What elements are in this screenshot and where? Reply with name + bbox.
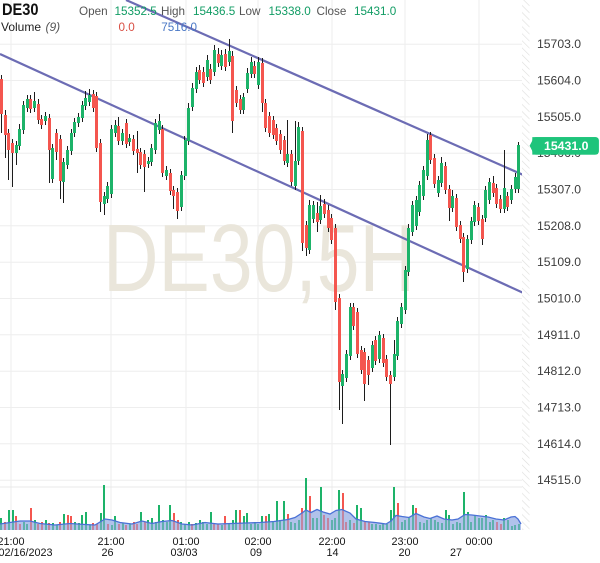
svg-text:20: 20: [398, 547, 410, 558]
svg-text:15436.5: 15436.5: [193, 5, 236, 18]
svg-text:14614.0: 14614.0: [537, 437, 581, 451]
svg-text:14515.0: 14515.0: [537, 473, 581, 487]
svg-text:0.0: 0.0: [119, 21, 136, 34]
svg-text:14911.0: 14911.0: [537, 328, 580, 342]
svg-text:Open: Open: [79, 5, 108, 18]
svg-text:22:00: 22:00: [318, 536, 345, 548]
svg-text:02/16/2023: 02/16/2023: [0, 547, 53, 558]
svg-text:Volume: Volume: [1, 20, 41, 34]
svg-text:(9): (9): [46, 20, 61, 34]
svg-text:15431.0: 15431.0: [544, 139, 589, 153]
svg-text:DE30: DE30: [2, 0, 39, 19]
svg-text:14812.0: 14812.0: [537, 364, 581, 378]
svg-text:00:00: 00:00: [465, 536, 492, 548]
svg-text:15338.0: 15338.0: [269, 5, 312, 18]
svg-text:23:00: 23:00: [391, 536, 418, 548]
svg-text:Close: Close: [317, 5, 347, 18]
svg-text:21:00: 21:00: [0, 536, 25, 548]
svg-text:27: 27: [450, 547, 462, 558]
svg-text:15307.0: 15307.0: [537, 183, 581, 197]
svg-text:02:00: 02:00: [244, 536, 271, 548]
svg-text:15010.0: 15010.0: [537, 292, 581, 306]
svg-text:15604.0: 15604.0: [537, 74, 581, 88]
svg-text:15703.0: 15703.0: [537, 37, 581, 51]
svg-text:DE30,5H: DE30,5H: [103, 205, 415, 312]
svg-text:7516.0: 7516.0: [161, 21, 197, 34]
svg-text:15431.0: 15431.0: [354, 5, 397, 18]
svg-text:High: High: [161, 5, 185, 18]
svg-text:21:00: 21:00: [97, 536, 124, 548]
svg-text:15505.0: 15505.0: [537, 110, 581, 124]
svg-text:15352.5: 15352.5: [115, 5, 158, 18]
svg-text:15109.0: 15109.0: [537, 255, 581, 269]
svg-text:09: 09: [250, 547, 262, 558]
svg-text:14: 14: [326, 547, 338, 558]
svg-text:01:00: 01:00: [172, 536, 199, 548]
svg-text:14713.0: 14713.0: [537, 401, 581, 415]
svg-text:Low: Low: [239, 5, 261, 18]
svg-text:03/03: 03/03: [170, 547, 197, 558]
svg-text:26: 26: [101, 547, 113, 558]
svg-text:15208.0: 15208.0: [537, 219, 581, 233]
